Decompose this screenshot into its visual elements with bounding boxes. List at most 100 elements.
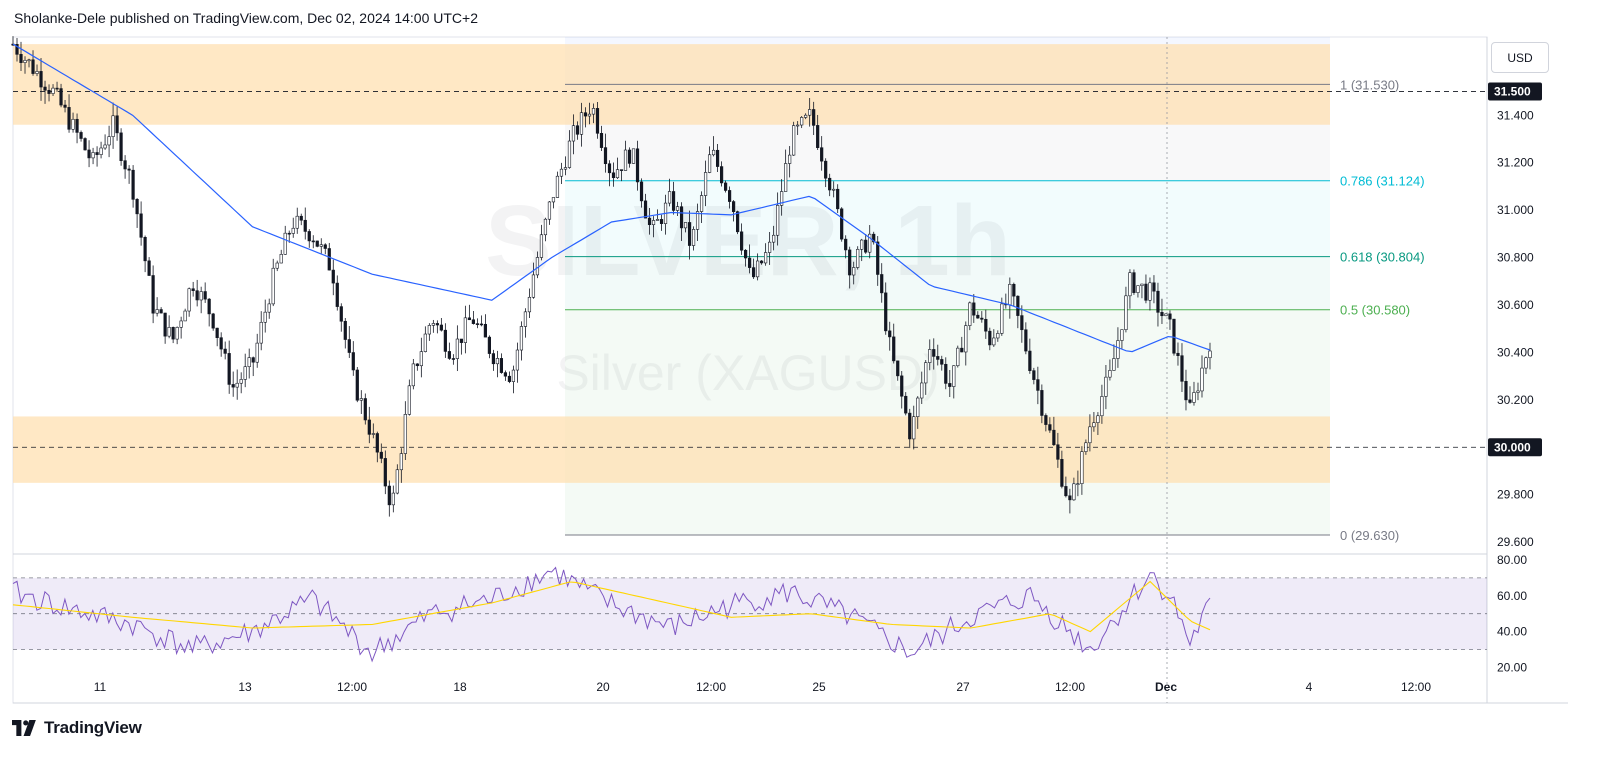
candle-body bbox=[179, 320, 183, 328]
candle-body bbox=[699, 195, 704, 212]
candle-body bbox=[607, 163, 612, 174]
candle-body bbox=[972, 302, 976, 316]
candle-body bbox=[423, 333, 427, 352]
candle-body bbox=[1156, 290, 1160, 313]
candle-body bbox=[219, 337, 223, 350]
price-tick-label: 29.800 bbox=[1497, 488, 1534, 502]
candle-body bbox=[443, 329, 447, 352]
candle-body bbox=[1124, 295, 1128, 330]
candle-body bbox=[515, 349, 520, 371]
time-tick-label: 11 bbox=[94, 680, 107, 694]
candle-body bbox=[631, 148, 636, 164]
candle-body bbox=[279, 254, 283, 264]
candle-body bbox=[776, 205, 780, 236]
candle-body bbox=[131, 169, 135, 200]
time-tick-label: 27 bbox=[956, 680, 970, 694]
candle-body bbox=[431, 323, 435, 326]
candle-body bbox=[1100, 396, 1104, 417]
candle-body bbox=[251, 357, 255, 363]
candle-body bbox=[331, 269, 335, 284]
candle-body bbox=[471, 319, 475, 324]
candle-body bbox=[447, 351, 451, 359]
candle-body bbox=[1128, 272, 1132, 297]
candle-body bbox=[1152, 282, 1156, 292]
candle-body bbox=[535, 257, 540, 276]
candle-body bbox=[71, 118, 75, 130]
candle-body bbox=[1176, 352, 1180, 356]
candle-body bbox=[727, 190, 732, 202]
candle-body bbox=[303, 219, 307, 232]
candle-body bbox=[912, 416, 916, 440]
candle-body bbox=[1064, 486, 1068, 497]
candle-body bbox=[691, 229, 696, 246]
candle-body bbox=[968, 302, 972, 326]
candle-body bbox=[960, 347, 964, 353]
price-label-0: 31.500 bbox=[1494, 85, 1531, 99]
candle-body bbox=[587, 113, 592, 117]
candle-body bbox=[323, 244, 327, 249]
candle-body bbox=[715, 149, 720, 167]
candle-body bbox=[559, 168, 564, 177]
candle-body bbox=[892, 336, 896, 362]
candle-body bbox=[1140, 283, 1144, 286]
candle-body bbox=[944, 363, 948, 384]
candle-body bbox=[395, 469, 399, 494]
candle-body bbox=[479, 323, 483, 326]
candle-body bbox=[832, 188, 836, 191]
candle-body bbox=[327, 248, 331, 271]
price-tick-label: 31.000 bbox=[1497, 203, 1534, 217]
candle-body bbox=[703, 172, 708, 196]
candle-body bbox=[175, 327, 179, 340]
candle-body bbox=[391, 492, 395, 506]
candle-body bbox=[1008, 283, 1012, 306]
candle-body bbox=[988, 330, 992, 346]
candle-body bbox=[1192, 392, 1196, 403]
candle-body bbox=[511, 369, 516, 382]
candle-body bbox=[267, 303, 271, 313]
candle-body bbox=[711, 149, 716, 156]
candle-body bbox=[707, 154, 712, 173]
candle-body bbox=[591, 108, 596, 115]
candle-body bbox=[824, 160, 828, 179]
candle-body bbox=[784, 163, 788, 192]
fib-label-0.786: 0.786 (31.124) bbox=[1340, 174, 1425, 189]
candle-body bbox=[35, 71, 39, 74]
candle-body bbox=[752, 267, 756, 278]
candle-body bbox=[1080, 451, 1084, 484]
candle-body bbox=[575, 125, 580, 135]
candle-body bbox=[732, 201, 736, 212]
candle-body bbox=[719, 166, 724, 184]
candle-body bbox=[403, 414, 407, 454]
candle-body bbox=[183, 310, 187, 322]
candle-body bbox=[359, 398, 363, 401]
candle-body bbox=[255, 342, 259, 363]
candle-body bbox=[800, 117, 804, 126]
rsi-tick-label: 60.00 bbox=[1497, 589, 1527, 603]
currency-button[interactable]: USD bbox=[1491, 42, 1549, 73]
candle-body bbox=[820, 147, 824, 162]
candle-body bbox=[291, 227, 295, 234]
candle-body bbox=[888, 330, 892, 338]
candle-body bbox=[695, 211, 700, 230]
candle-body bbox=[948, 383, 952, 387]
candle-body bbox=[1072, 483, 1076, 501]
candle-body bbox=[992, 337, 996, 346]
candle-body bbox=[195, 290, 199, 301]
candle-body bbox=[355, 369, 359, 401]
time-tick-label: 18 bbox=[453, 680, 467, 694]
candle-body bbox=[627, 149, 632, 164]
candle-body bbox=[1144, 283, 1148, 301]
candle-body bbox=[367, 419, 371, 435]
candle-body bbox=[451, 358, 455, 360]
footer-brand-text: TradingView bbox=[44, 718, 142, 737]
candle-body bbox=[1188, 399, 1192, 403]
candle-body bbox=[315, 240, 319, 247]
time-tick-label: Dec bbox=[1155, 680, 1177, 694]
candle-body bbox=[683, 222, 688, 229]
tradingview-logo-icon bbox=[12, 720, 36, 736]
candle-body bbox=[483, 323, 487, 338]
candle-body bbox=[155, 309, 159, 314]
candle-body bbox=[1180, 355, 1184, 382]
candle-body bbox=[351, 352, 355, 371]
